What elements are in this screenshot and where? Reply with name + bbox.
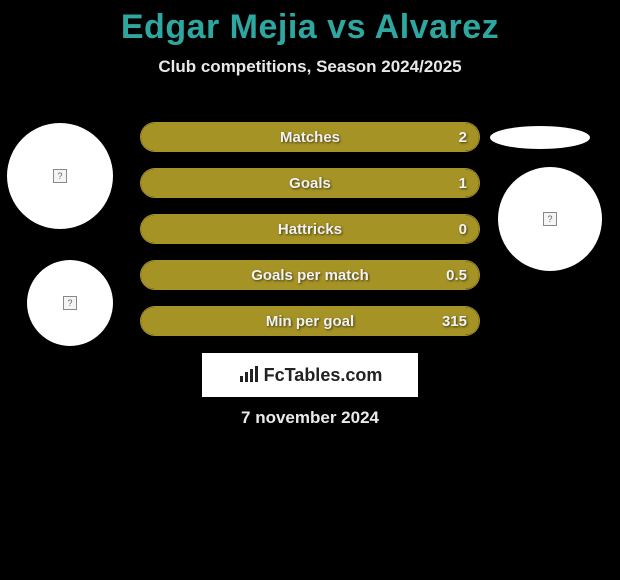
brand-logo: FcTables.com xyxy=(202,353,418,397)
stat-value-right: 315 xyxy=(442,307,467,335)
stat-label: Min per goal xyxy=(141,307,479,335)
stat-value-right: 2 xyxy=(459,123,467,151)
stat-value-right: 0 xyxy=(459,215,467,243)
stats-table: Matches2Goals1Hattricks0Goals per match0… xyxy=(140,122,480,352)
brand-logo-text: FcTables.com xyxy=(264,365,383,386)
stat-label: Goals xyxy=(141,169,479,197)
image-placeholder-icon: ? xyxy=(63,296,77,310)
bar-chart-icon xyxy=(238,366,260,384)
stat-label: Hattricks xyxy=(141,215,479,243)
player-right-avatar-1 xyxy=(490,126,590,149)
stat-row: Min per goal315 xyxy=(140,306,480,336)
stat-label: Matches xyxy=(141,123,479,151)
stat-row: Matches2 xyxy=(140,122,480,152)
date-text: 7 november 2024 xyxy=(0,408,620,428)
stat-row: Goals1 xyxy=(140,168,480,198)
stat-value-right: 0.5 xyxy=(446,261,467,289)
page-title: Edgar Mejia vs Alvarez xyxy=(0,0,620,47)
player-left-avatar-1: ? xyxy=(7,123,113,229)
image-placeholder-icon: ? xyxy=(543,212,557,226)
page-subtitle: Club competitions, Season 2024/2025 xyxy=(0,57,620,77)
stat-label: Goals per match xyxy=(141,261,479,289)
image-placeholder-icon: ? xyxy=(53,169,67,183)
stat-value-right: 1 xyxy=(459,169,467,197)
player-right-avatar-2: ? xyxy=(498,167,602,271)
player-left-avatar-2: ? xyxy=(27,260,113,346)
stat-row: Hattricks0 xyxy=(140,214,480,244)
stat-row: Goals per match0.5 xyxy=(140,260,480,290)
